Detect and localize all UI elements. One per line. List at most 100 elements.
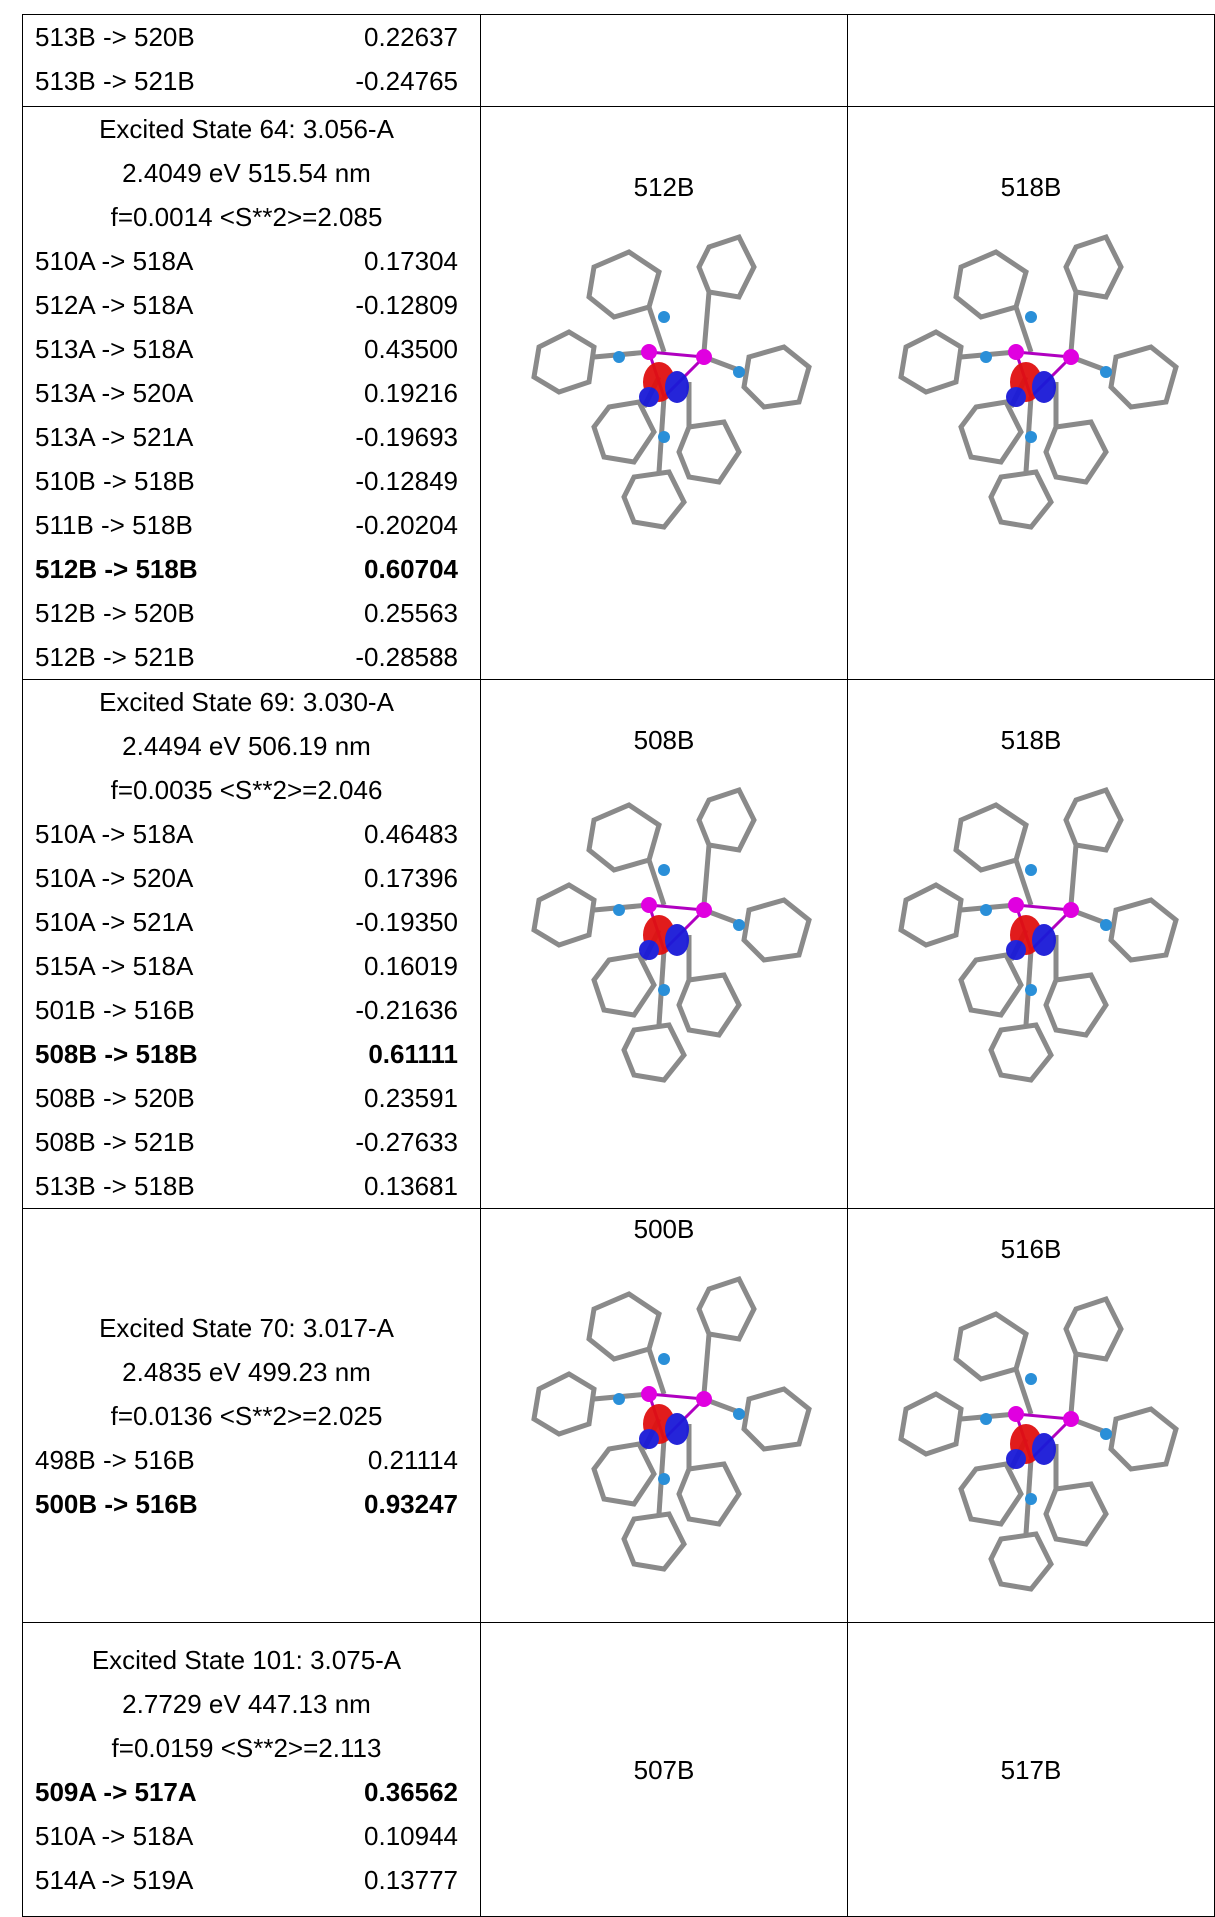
transition-line: 512B -> 518B 0.60704	[35, 547, 458, 591]
transition-line: 510A -> 518A 0.10944	[35, 1814, 458, 1858]
transition-pair: 510A -> 518A	[35, 819, 194, 849]
transition-cell: Excited State 101: 3.075-A 2.7729 eV 447.…	[22, 1622, 481, 1917]
orbital-label: 512B	[633, 172, 695, 202]
transition-coef: 0.46483	[364, 819, 458, 849]
transition-pair: 510A -> 518A	[35, 1820, 194, 1851]
orbital-label: 518B	[1000, 172, 1062, 202]
transition-pair: 508B -> 520B	[35, 1083, 195, 1113]
transition-cell: Excited State 69: 3.030-A 2.4494 eV 506.1…	[22, 679, 481, 1209]
transition-pair: 510B -> 518B	[35, 466, 195, 496]
transition-pair: 509A -> 517A	[35, 1776, 197, 1807]
transition-pair: 515A -> 518A	[35, 951, 194, 981]
transition-coef: 0.13681	[364, 1171, 458, 1201]
orbital-label: 508B	[633, 725, 695, 755]
transition-line: 512A -> 518A -0.12809	[35, 283, 458, 327]
transition-coef: -0.28588	[355, 642, 458, 672]
state-line: Excited State 70: 3.017-A	[99, 1312, 394, 1343]
orbital-label: 518B	[1000, 725, 1062, 755]
transition-coef: 0.17304	[364, 246, 458, 276]
transition-line: 510A -> 521A -0.19350	[35, 900, 458, 944]
state-line: f=0.0159 <S**2>=2.113	[111, 1732, 382, 1763]
transition-coef: 0.22637	[364, 22, 458, 52]
transition-pair: 511B -> 518B	[35, 510, 193, 540]
transition-coef: -0.19693	[355, 422, 458, 452]
state-line: 2.7729 eV 447.13 nm	[122, 1688, 371, 1719]
transition-line: 512B -> 521B -0.28588	[35, 635, 458, 679]
transition-line: 509A -> 517A 0.36562	[35, 1770, 458, 1814]
transition-pair: 510A -> 518A	[35, 246, 194, 276]
state-line: f=0.0035 <S**2>=2.046	[110, 775, 383, 805]
transition-coef: -0.12809	[355, 290, 458, 320]
orbital-cell: 508B	[480, 679, 848, 1209]
transition-pair: 513A -> 521A	[35, 422, 194, 452]
state-line: Excited State 101: 3.075-A	[91, 1644, 402, 1675]
transition-coef: 0.61111	[368, 1039, 458, 1069]
transition-coef: 0.10944	[364, 1820, 458, 1851]
transition-pair: 514A -> 519A	[35, 1864, 194, 1895]
transition-line: 514A -> 519A 0.13777	[35, 1858, 458, 1902]
transition-line: 513B -> 520B 0.22637	[35, 15, 458, 59]
transition-line: 513B -> 521B -0.24765	[35, 59, 458, 103]
transition-coef: 0.16019	[364, 951, 458, 981]
transition-cell: 513B -> 520B 0.22637 513B -> 521B -0.24765	[22, 14, 481, 107]
transition-line: 513B -> 518B 0.13681	[35, 1164, 458, 1208]
orbital-label: 516B	[1000, 1234, 1062, 1264]
orbital-label: 517B	[1000, 1754, 1062, 1785]
transition-line: 508B -> 520B 0.23591	[35, 1076, 458, 1120]
transition-pair: 513B -> 520B	[35, 22, 195, 52]
transition-coef: 0.13777	[364, 1864, 458, 1895]
transition-coef: 0.36562	[364, 1776, 458, 1807]
transition-coef: -0.20204	[355, 510, 458, 540]
transition-pair: 500B -> 516B	[35, 1488, 198, 1519]
transition-coef: -0.12849	[355, 466, 458, 496]
state-line: f=0.0136 <S**2>=2.025	[110, 1400, 383, 1431]
transition-coef: 0.21114	[367, 1444, 458, 1475]
table-row: Excited State 101: 3.075-A 2.7729 eV 447.…	[22, 1622, 1215, 1917]
orbital-label: 500B	[633, 1214, 695, 1244]
transition-line: 510A -> 518A 0.17304	[35, 239, 458, 283]
transition-line: 513A -> 520A 0.19216	[35, 371, 458, 415]
transition-line: 513A -> 521A -0.19693	[35, 415, 458, 459]
molecule-image	[531, 786, 812, 1083]
transition-line: 513A -> 518A 0.43500	[35, 327, 458, 371]
state-line: Excited State 69: 3.030-A	[99, 687, 394, 717]
transition-cell: Excited State 64: 3.056-A 2.4049 eV 515.5…	[22, 106, 481, 680]
orbital-cell: 500B	[480, 1208, 848, 1623]
orbital-cell: 518B	[847, 106, 1215, 680]
table-row: 513B -> 520B 0.22637 513B -> 521B -0.24765	[22, 14, 1215, 107]
transition-line: 508B -> 518B 0.61111	[35, 1032, 458, 1076]
transition-line: 510B -> 518B -0.12849	[35, 459, 458, 503]
state-line: f=0.0014 <S**2>=2.085	[110, 202, 383, 232]
transition-coef: 0.19216	[364, 378, 458, 408]
transition-coef: 0.93247	[364, 1488, 458, 1519]
state-line: Excited State 64: 3.056-A	[99, 114, 394, 144]
transition-coef: -0.21636	[355, 995, 458, 1025]
transition-coef: 0.17396	[364, 863, 458, 893]
molecule-image	[898, 1295, 1179, 1592]
transition-line: 512B -> 520B 0.25563	[35, 591, 458, 635]
transition-pair: 513B -> 521B	[35, 66, 195, 96]
transition-coef: 0.60704	[364, 554, 458, 584]
transition-pair: 510A -> 520A	[35, 863, 194, 893]
molecule-image	[898, 786, 1179, 1083]
orbital-cell	[847, 14, 1215, 107]
molecule-image	[898, 233, 1179, 530]
state-line: 2.4494 eV 506.19 nm	[122, 731, 371, 761]
orbital-cell: 517B	[847, 1622, 1215, 1917]
transition-line: 500B -> 516B 0.93247	[35, 1482, 458, 1526]
transition-pair: 512B -> 518B	[35, 554, 198, 584]
molecule-image	[531, 1275, 812, 1572]
state-line: 2.4835 eV 499.23 nm	[122, 1356, 371, 1387]
molecule-image	[531, 233, 812, 530]
orbital-label: 507B	[633, 1754, 695, 1785]
transition-coef: 0.23591	[364, 1083, 458, 1113]
table-row: Excited State 69: 3.030-A 2.4494 eV 506.1…	[22, 679, 1215, 1209]
transition-pair: 512B -> 520B	[35, 598, 195, 628]
transition-line: 510A -> 518A 0.46483	[35, 812, 458, 856]
state-line: 2.4049 eV 515.54 nm	[122, 158, 371, 188]
transition-pair: 508B -> 518B	[35, 1039, 198, 1069]
transition-pair: 498B -> 516B	[35, 1444, 195, 1475]
transition-pair: 510A -> 521A	[35, 907, 194, 937]
table-row: Excited State 64: 3.056-A 2.4049 eV 515.5…	[22, 106, 1215, 680]
orbital-cell: 512B	[480, 106, 848, 680]
